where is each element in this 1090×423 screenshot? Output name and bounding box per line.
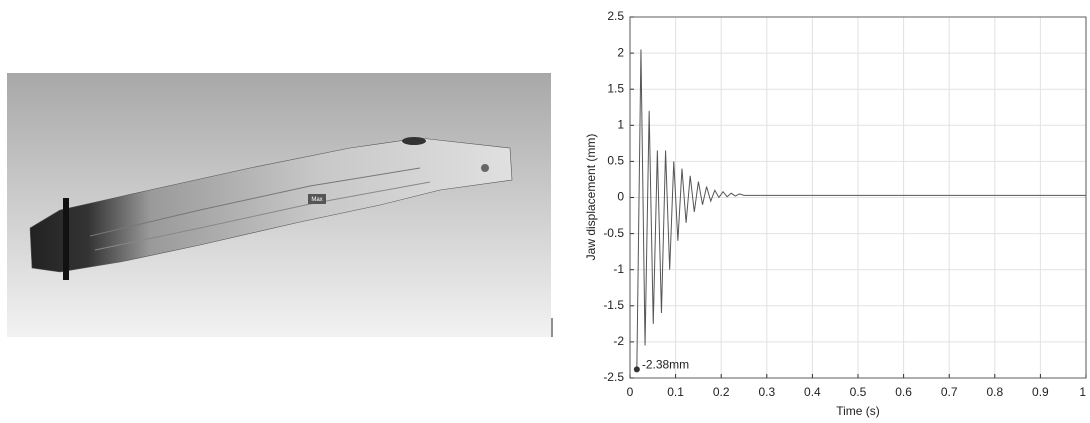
y-tick-label: 0 [617, 190, 624, 204]
y-tick-label: -1.5 [603, 298, 624, 312]
x-tick-label: 0.9 [1032, 385, 1049, 399]
y-tick-label: -2 [613, 334, 624, 348]
y-tick-label: 1 [617, 117, 624, 131]
x-tick-label: 0.7 [941, 385, 958, 399]
hole [402, 137, 426, 145]
max-label: Max [311, 197, 322, 203]
x-tick-label: 0.5 [850, 385, 867, 399]
pin [63, 198, 69, 280]
figure: Max Time (s) Jaw displacement (mm) -2.5 -… [0, 0, 1090, 423]
x-axis-label: Time (s) [836, 404, 880, 418]
y-tick-label: 2 [617, 45, 624, 59]
y-tick-label: -0.5 [603, 226, 624, 240]
y-tick-label: -1 [613, 262, 624, 276]
x-tick-label: 1 [1079, 385, 1086, 399]
annotation-marker [634, 366, 640, 372]
y-tick-label: 0.5 [607, 154, 624, 168]
annotation-label: -2.38mm [642, 358, 689, 372]
x-tick-label: 0.2 [713, 385, 730, 399]
y-tick-label: 1.5 [607, 81, 624, 95]
chart: Time (s) Jaw displacement (mm) -2.5 -2 -1.… [584, 9, 1086, 418]
y-tick-label: -2.5 [603, 370, 624, 384]
x-tick-label: 0 [627, 385, 634, 399]
hole [481, 164, 489, 172]
x-tick-label: 0.8 [986, 385, 1003, 399]
x-tick-label: 0.3 [758, 385, 775, 399]
render-image: Max [7, 73, 552, 337]
y-tick-label: 2.5 [607, 9, 624, 23]
x-tick-label: 0.6 [895, 385, 912, 399]
x-tick-label: 0.4 [804, 385, 821, 399]
x-tick-label: 0.1 [667, 385, 684, 399]
y-axis-label: Jaw displacement (mm) [584, 134, 598, 261]
